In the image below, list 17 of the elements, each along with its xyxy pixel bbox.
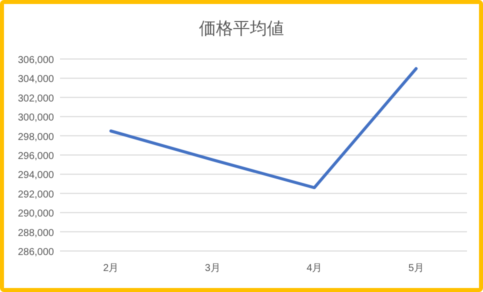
line-series bbox=[109, 67, 418, 190]
y-tick-label: 294,000 bbox=[18, 170, 54, 182]
y-tick-label: 306,000 bbox=[18, 55, 54, 66]
x-tick-label: 4月 bbox=[306, 263, 322, 274]
y-tick-label: 290,000 bbox=[18, 208, 54, 220]
y-tick-label: 300,000 bbox=[18, 112, 54, 124]
y-tick-label: 292,000 bbox=[18, 189, 54, 200]
x-tick-label: 5月 bbox=[408, 263, 424, 274]
y-tick-label: 288,000 bbox=[18, 228, 54, 239]
y-tick-label: 302,000 bbox=[18, 93, 54, 104]
x-tick-label: 3月 bbox=[204, 263, 220, 274]
y-tick-label: 298,000 bbox=[18, 132, 54, 143]
chart-title: 価格平均値 bbox=[199, 19, 284, 38]
y-tick-label: 296,000 bbox=[18, 151, 54, 162]
y-tick-label: 286,000 bbox=[18, 247, 54, 258]
x-tick-label: 2月 bbox=[103, 263, 119, 274]
y-tick-label: 304,000 bbox=[18, 74, 54, 86]
